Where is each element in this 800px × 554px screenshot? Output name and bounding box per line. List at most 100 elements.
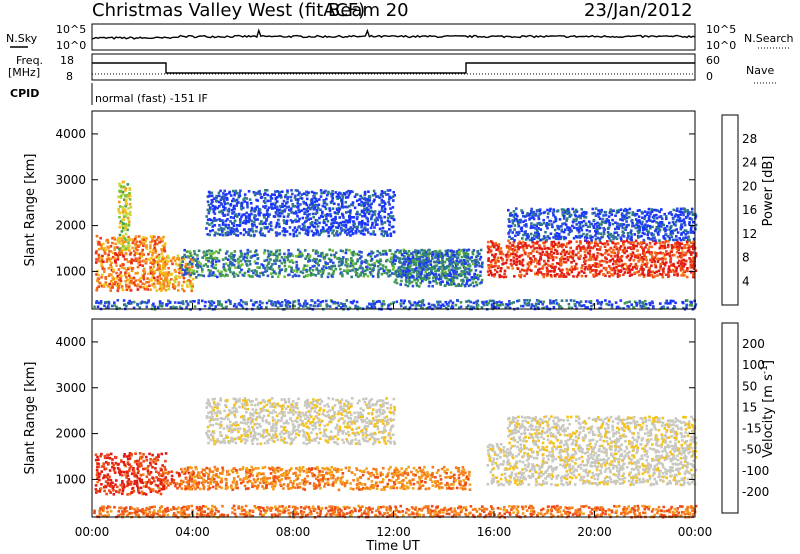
data-cell (509, 259, 513, 262)
data-cell (406, 273, 409, 277)
data-cell (477, 276, 480, 280)
data-cell (261, 264, 265, 267)
data-cell (639, 268, 642, 271)
data-cell (214, 263, 217, 267)
data-cell (232, 224, 236, 227)
data-cell (378, 300, 382, 303)
data-cell (305, 270, 308, 273)
data-cell (399, 304, 403, 308)
data-cell (454, 253, 457, 257)
data-cell (659, 302, 662, 305)
data-cell (632, 306, 636, 309)
data-cell (355, 199, 359, 203)
data-cell (104, 301, 108, 304)
data-cell (569, 250, 572, 253)
data-cell (610, 305, 614, 309)
data-cell (343, 302, 346, 306)
data-cell (232, 207, 236, 210)
data-cell (115, 264, 118, 267)
data-cell (321, 215, 324, 218)
data-cell (616, 275, 620, 278)
data-cell (574, 235, 578, 238)
data-cell (419, 263, 422, 266)
data-cell (434, 279, 437, 283)
data-cell (280, 196, 283, 199)
data-cell (451, 265, 454, 268)
data-cell (541, 265, 545, 268)
data-cell (489, 260, 493, 263)
data-cell (538, 213, 541, 216)
data-cell (447, 283, 451, 286)
nsky-tick-top: 10^5 (56, 23, 86, 36)
data-cell (383, 210, 387, 213)
data-cell (303, 211, 307, 214)
data-cell (370, 258, 374, 261)
data-cell (191, 300, 195, 303)
data-cell (600, 220, 604, 224)
data-cell (137, 459, 141, 463)
data-cell (463, 284, 467, 288)
data-cell (599, 303, 603, 306)
ytick-label: 1000 (55, 264, 86, 278)
data-cell (167, 256, 171, 260)
data-cell (121, 489, 125, 493)
data-cell (303, 302, 306, 305)
data-cell (276, 213, 280, 217)
data-cell (666, 302, 670, 305)
data-cell (419, 261, 422, 265)
data-cell (427, 254, 430, 257)
data-cell (592, 254, 595, 258)
data-cell (671, 216, 675, 220)
data-cell (250, 219, 254, 223)
data-cell (188, 272, 191, 275)
data-cell (678, 251, 681, 255)
data-cell (231, 212, 234, 215)
data-cell (124, 222, 128, 226)
data-cell (290, 189, 293, 192)
data-cell (334, 191, 338, 194)
data-cell (673, 305, 676, 308)
data-cell (392, 199, 395, 202)
data-cell (666, 235, 670, 238)
data-cell (633, 214, 637, 217)
data-cell (289, 219, 293, 222)
data-cell (376, 260, 380, 263)
data-cell (674, 242, 677, 245)
data-cell (103, 267, 106, 271)
data-cell (320, 191, 323, 195)
data-cell (363, 203, 367, 207)
data-cell (594, 240, 597, 244)
data-cell (206, 250, 209, 253)
data-cell (217, 191, 221, 195)
data-cell (598, 248, 602, 251)
data-cell (304, 257, 307, 260)
data-cell (367, 263, 370, 266)
data-cell (334, 215, 337, 219)
data-cell (129, 213, 132, 217)
data-cell (236, 234, 240, 237)
data-cell (336, 301, 340, 305)
data-cell (243, 213, 246, 216)
data-cell (309, 207, 312, 210)
data-cell (393, 262, 397, 266)
data-cell (261, 271, 265, 275)
data-cell (525, 246, 529, 250)
data-cell (313, 208, 316, 211)
data-cell (516, 220, 520, 224)
data-cell (283, 221, 286, 225)
data-cell (197, 273, 200, 277)
data-cell (640, 263, 644, 267)
data-cell (474, 269, 478, 272)
data-cell (690, 259, 693, 262)
data-cell (407, 259, 410, 262)
data-cell (221, 258, 225, 261)
data-cell (471, 281, 475, 284)
data-cell (589, 256, 592, 259)
data-cell (464, 266, 467, 270)
data-cell (173, 279, 176, 282)
data-cell (623, 209, 626, 212)
data-cell (670, 224, 673, 228)
data-cell (222, 263, 226, 266)
data-cell (396, 256, 400, 260)
data-cell (259, 271, 262, 275)
